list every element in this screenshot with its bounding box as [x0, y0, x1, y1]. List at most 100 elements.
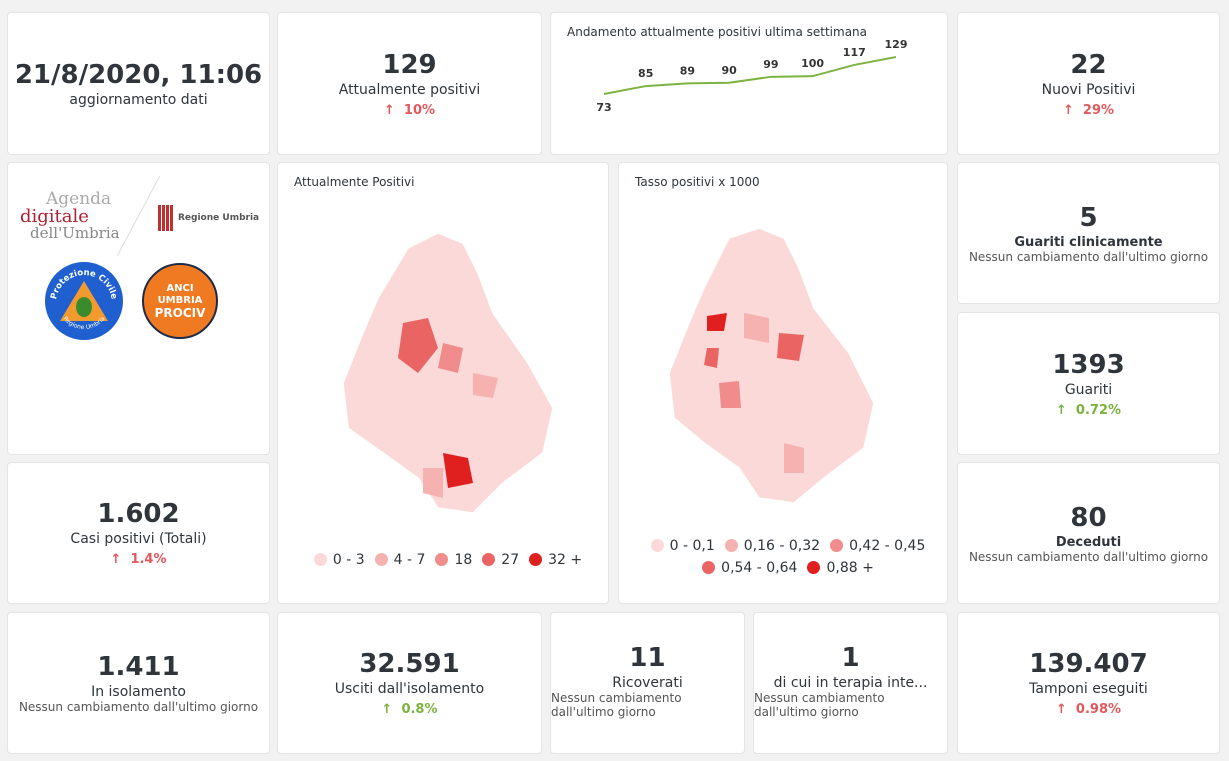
kpi-label: Guariti clinicamente — [1014, 234, 1163, 250]
arrow-up-icon: ↑ — [1062, 102, 1074, 118]
trend-chart-card: Andamento attualmente positivi ultima se… — [550, 12, 948, 155]
legend-swatch — [482, 553, 496, 566]
legend-item[interactable]: 0,42 - 0,45 — [820, 538, 925, 554]
update-label: aggiornamento dati — [69, 91, 208, 108]
kpi-note: dall'ultimo giorno — [551, 705, 656, 719]
legend-item[interactable]: 0,54 - 0,64 — [692, 560, 797, 576]
update-card: 21/8/2020, 11:06 aggiornamento dati — [7, 12, 270, 155]
umbria-map — [342, 232, 554, 514]
guariti-card: 1393 Guariti ↑ 0.72% — [957, 312, 1220, 455]
legend-item[interactable]: 0,88 + — [797, 560, 874, 576]
map-region — [473, 373, 498, 398]
deceduti-card: 80 Deceduti Nessun cambiamento dall'ulti… — [957, 462, 1220, 604]
kpi-value: 22 — [1070, 49, 1107, 80]
legend-label: 32 + — [548, 552, 583, 568]
data-label: 99 — [763, 58, 778, 71]
map-tasso-positivi-card: Tasso positivi x 1000 0 - 0,1 0,16 - 0,32… — [618, 162, 948, 604]
usciti-card: 32.591 Usciti dall'isolamento ↑ 0.8% — [277, 612, 542, 754]
arrow-up-icon: ↑ — [383, 102, 395, 118]
protezione-civile-logo: Protezione Civile Regione Umbria — [45, 262, 123, 340]
legend-label: 0,42 - 0,45 — [849, 538, 926, 554]
map-attualmente-positivi-card: Attualmente Positivi 0 - 3 4 - 7 18 27 32 + — [277, 162, 609, 604]
agenda-digitale-logo: Agenda digitale dell'Umbria — [20, 191, 120, 242]
delta-value: 1.4% — [130, 552, 167, 567]
update-datetime: 21/8/2020, 11:06 — [14, 59, 263, 90]
map-region — [668, 227, 875, 504]
data-label: 117 — [843, 46, 866, 59]
logos-card: Agenda digitale dell'Umbria Regione Umbr… — [7, 162, 270, 455]
kpi-value: 11 — [629, 643, 666, 673]
kpi-delta: ↑ 0.98% — [1056, 702, 1121, 717]
legend-item[interactable]: 0 - 3 — [304, 552, 365, 568]
legend-item[interactable]: 27 — [472, 552, 519, 568]
map-title: Tasso positivi x 1000 — [635, 175, 760, 189]
map-region — [443, 453, 473, 488]
kpi-label: Casi positivi (Totali) — [70, 531, 207, 547]
logo-text: digitale — [20, 206, 89, 227]
legend-label: 0,88 + — [826, 560, 874, 576]
legend-swatch — [724, 539, 738, 552]
kpi-value: 139.407 — [1029, 649, 1148, 679]
trend-line — [603, 56, 897, 95]
data-label: 100 — [801, 57, 824, 70]
kpi-label: Guariti — [1064, 381, 1113, 398]
map-region — [719, 381, 741, 408]
legend-item[interactable]: 18 — [425, 552, 472, 568]
legend-label: 18 — [454, 552, 473, 568]
legend-label: 0 - 0,1 — [669, 538, 715, 554]
delta-value: 0.8% — [401, 702, 438, 717]
delta-value: 0.72% — [1075, 402, 1122, 418]
legend-label: 4 - 7 — [393, 552, 426, 568]
kpi-label: Usciti dall'isolamento — [334, 681, 485, 697]
legend-item[interactable]: 32 + — [519, 552, 582, 568]
legend-item[interactable]: 0 - 0,1 — [641, 538, 715, 554]
kpi-label: Attualmente positivi — [338, 81, 481, 98]
logo-text: Agenda — [46, 189, 112, 209]
map-region — [784, 443, 804, 473]
kpi-note: Nessun cambiamento dall'ultimo giorno — [18, 700, 259, 714]
data-label: 73 — [596, 101, 611, 114]
kpi-value: 1.602 — [97, 499, 180, 529]
kpi-value: 32.591 — [359, 649, 460, 679]
kpi-note: Nessun cambiamento — [551, 691, 682, 705]
data-label: 89 — [680, 64, 695, 77]
tamponi-card: 139.407 Tamponi eseguiti ↑ 0.98% — [957, 612, 1220, 754]
delta-value: 0.98% — [1075, 702, 1122, 717]
kpi-value: 1 — [841, 643, 860, 673]
divider — [116, 176, 161, 256]
kpi-label: Nuovi Positivi — [1041, 81, 1136, 98]
data-label: 90 — [721, 64, 737, 77]
anci-umbria-prociv-logo: ANCI UMBRIA PROCIV — [142, 263, 218, 339]
isolamento-card: 1.411 In isolamento Nessun cambiamento d… — [7, 612, 270, 754]
chart-title: Andamento attualmente positivi ultima se… — [567, 25, 868, 39]
logo-text: ANCI — [166, 283, 194, 294]
map-region — [423, 468, 443, 498]
guariti-clinicamente-card: 5 Guariti clinicamente Nessun cambiament… — [957, 162, 1220, 304]
map-region — [438, 343, 463, 373]
legend-label: 0,54 - 0,64 — [721, 560, 798, 576]
nuovi-positivi-card: 22 Nuovi Positivi ↑ 29% — [957, 12, 1220, 155]
legend-item[interactable]: 4 - 7 — [365, 552, 426, 568]
kpi-note: dall'ultimo giorno — [754, 705, 859, 719]
logo-text: Regione Umbria — [178, 213, 260, 223]
data-label: 85 — [638, 67, 653, 80]
kpi-value: 80 — [1070, 502, 1107, 533]
regione-emblem-icon — [158, 205, 174, 231]
kpi-note: Nessun cambiamento — [754, 691, 885, 705]
kpi-label: Deceduti — [1055, 534, 1122, 550]
legend-label: 0 - 3 — [332, 552, 365, 568]
umbria-map — [668, 227, 875, 504]
map-region — [744, 313, 769, 343]
ricoverati-card: 11 Ricoverati Nessun cambiamento dall'ult… — [550, 612, 745, 754]
kpi-note: Nessun cambiamento dall'ultimo giorno — [968, 549, 1209, 564]
logo-text: UMBRIA — [157, 295, 203, 306]
kpi-delta: ↑ 29% — [1063, 103, 1114, 118]
legend-swatch — [830, 539, 844, 552]
map-region — [777, 333, 804, 361]
map-title: Attualmente Positivi — [294, 175, 415, 189]
data-label: 129 — [885, 38, 908, 51]
map-region — [398, 318, 438, 373]
kpi-label: Ricoverati — [612, 675, 683, 691]
legend-item[interactable]: 0,16 - 0,32 — [715, 538, 820, 554]
arrow-up-icon: ↑ — [381, 702, 393, 717]
